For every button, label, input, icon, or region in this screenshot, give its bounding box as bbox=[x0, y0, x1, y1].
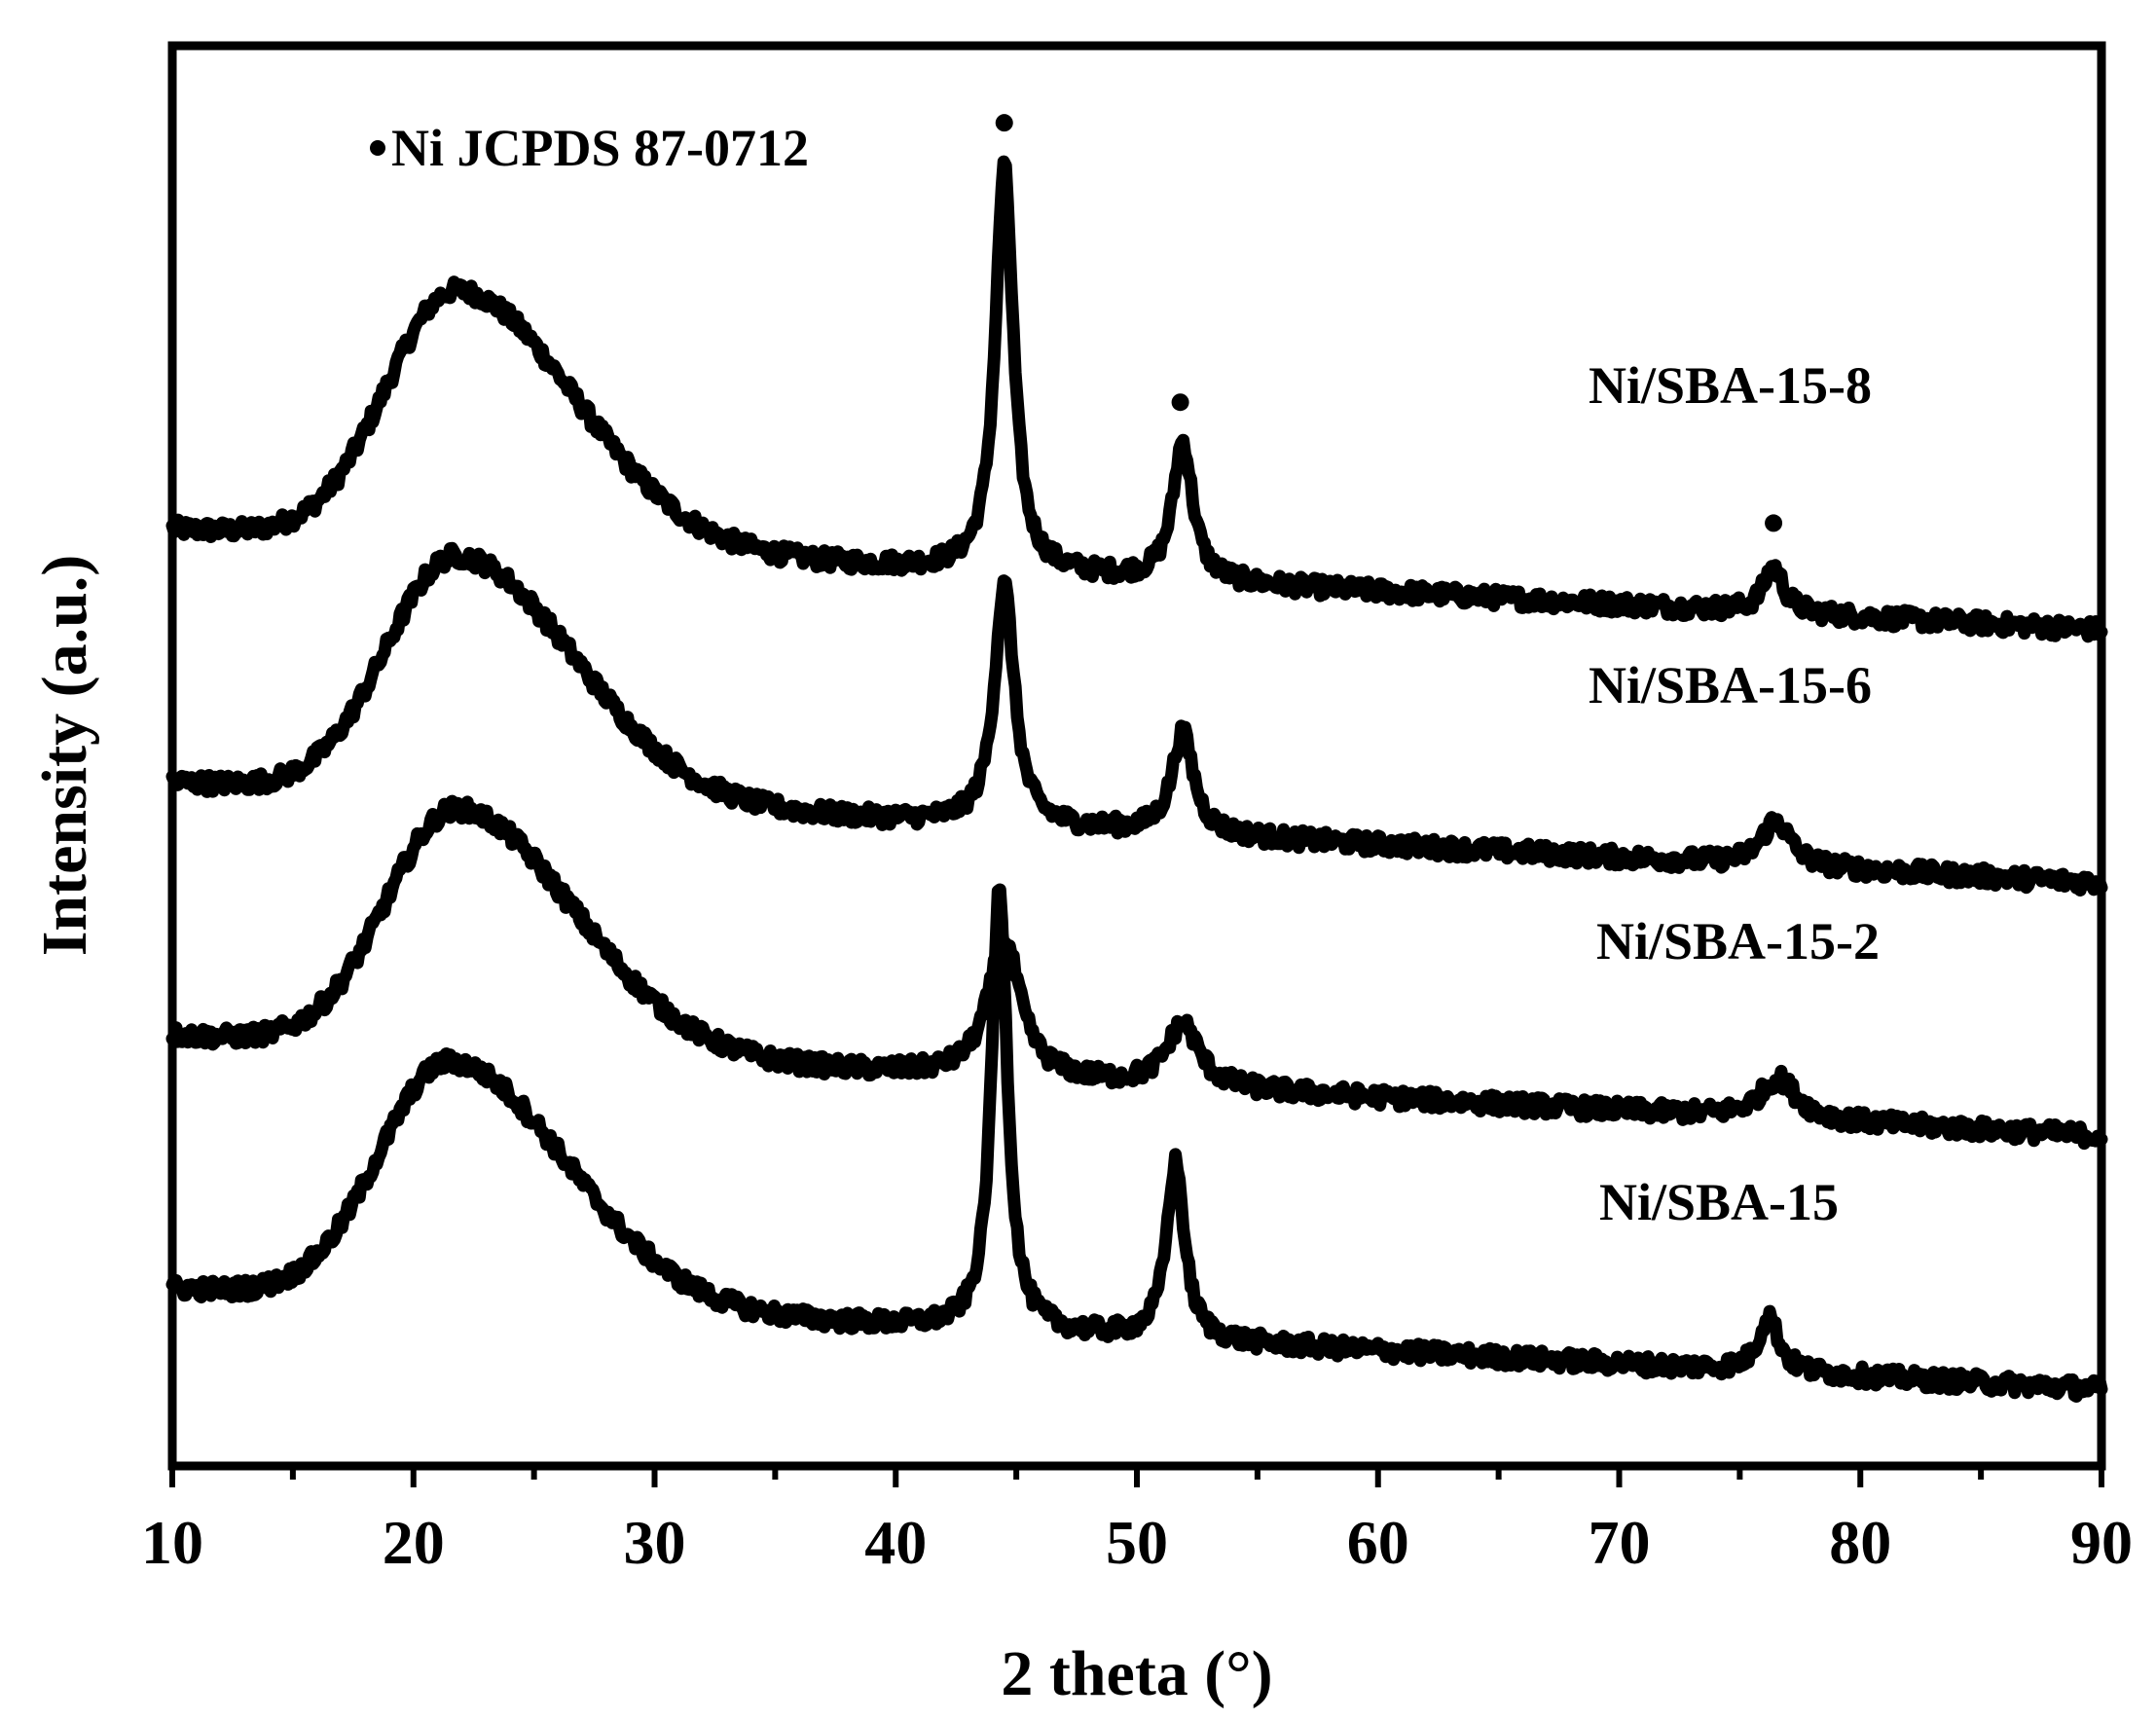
legend: Ni JCPDS 87-0712 bbox=[370, 119, 809, 177]
legend-marker bbox=[370, 140, 385, 156]
trace-ni-sba-15-6 bbox=[165, 541, 2108, 897]
x-tick-label-40: 40 bbox=[864, 1508, 927, 1577]
series-traces bbox=[165, 155, 2108, 1403]
y-axis-title: Intensity (a.u.) bbox=[29, 555, 100, 957]
series-label-ni-sba-15-2: Ni/SBA-15-2 bbox=[1596, 912, 1880, 970]
x-tick-label-20: 20 bbox=[383, 1508, 445, 1577]
x-axis-ticks bbox=[169, 1466, 2104, 1487]
x-tick-label-30: 30 bbox=[624, 1508, 686, 1577]
plot-frame bbox=[167, 41, 2106, 1471]
peak-marker-1 bbox=[995, 114, 1013, 132]
x-tick-label-10: 10 bbox=[141, 1508, 203, 1577]
peak-marker-2 bbox=[1171, 393, 1189, 412]
x-tick-label-70: 70 bbox=[1589, 1508, 1651, 1577]
trace-ni-sba-15 bbox=[165, 883, 2108, 1403]
x-tick-label-60: 60 bbox=[1347, 1508, 1409, 1577]
series-label-ni-sba-15-8: Ni/SBA-15-8 bbox=[1589, 356, 1872, 415]
series-labels: Ni/SBA-15-8 Ni/SBA-15-6 Ni/SBA-15-2 Ni/S… bbox=[1589, 356, 1880, 1231]
x-axis-tick-labels: 10 20 30 40 50 60 70 80 90 bbox=[141, 1508, 2133, 1577]
x-tick-label-90: 90 bbox=[2070, 1508, 2133, 1577]
legend-label: Ni JCPDS 87-0712 bbox=[391, 119, 809, 177]
trace-ni-sba-15-2 bbox=[165, 794, 2108, 1151]
peak-markers bbox=[995, 114, 1783, 532]
series-label-ni-sba-15: Ni/SBA-15 bbox=[1599, 1173, 1839, 1231]
trace-ni-sba-15-8 bbox=[165, 155, 2108, 643]
peak-marker-3 bbox=[1765, 514, 1783, 532]
x-axis-title: 2 theta (°) bbox=[1001, 1638, 1272, 1709]
x-tick-label-50: 50 bbox=[1106, 1508, 1168, 1577]
series-label-ni-sba-15-6: Ni/SBA-15-6 bbox=[1589, 656, 1872, 714]
x-tick-label-80: 80 bbox=[1829, 1508, 1891, 1577]
